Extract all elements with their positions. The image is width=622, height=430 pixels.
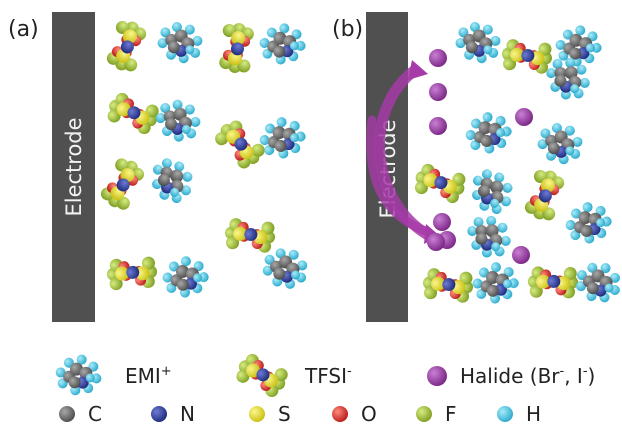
legend-halide-label: Halide (Br-, I-) [460, 364, 595, 388]
nitrogen-atom-icon [151, 406, 167, 422]
emi-cation [560, 196, 617, 250]
halide-ion [429, 49, 447, 67]
emi-cation [532, 116, 589, 170]
halide-ion [515, 108, 533, 126]
legend-tfsi: TFSI- [232, 348, 352, 403]
emi-cation [143, 150, 201, 210]
emi-cation [463, 161, 521, 221]
panel-b-label: (b) [332, 17, 363, 42]
atom-label-c: C [88, 402, 102, 426]
legend-halide: Halide (Br-, I-) [427, 364, 595, 388]
emi-cation [256, 20, 309, 68]
tfsi-anion [514, 163, 575, 227]
emi-cation [158, 251, 213, 303]
halide-ion [433, 213, 451, 231]
arrow-down-curve [366, 115, 433, 237]
atom-label-o: O [361, 402, 377, 426]
arrow-up-head [408, 60, 428, 80]
panel-a-ions [95, 14, 313, 308]
tfsi-anion [408, 153, 472, 214]
sulfur-atom-icon [249, 406, 265, 422]
atom-label-s: S [278, 402, 291, 426]
panel-a-label: (a) [8, 17, 39, 42]
atom-label-h: H [526, 402, 541, 426]
halide-ion [512, 246, 530, 264]
legend: EMI+ TFSI- Halide (Br-, I-) C N S O F H [54, 348, 595, 426]
oxygen-atom-icon [332, 406, 348, 422]
tfsi-anion [102, 84, 164, 143]
fluorine-atom-icon [416, 406, 432, 422]
hydrogen-atom-icon [497, 406, 513, 422]
emi-cation [152, 15, 209, 69]
legend-emi-label: EMI+ [125, 364, 172, 388]
atom-legend: C N S O F H [59, 402, 541, 426]
tfsi-anion-icon [232, 348, 292, 403]
tfsi-anion [96, 14, 157, 78]
halide-ion [429, 83, 447, 101]
emi-cation [450, 15, 507, 69]
emi-cation [459, 206, 520, 267]
emi-cation [460, 106, 517, 160]
tfsi-anion [414, 252, 482, 319]
atom-label-f: F [445, 402, 457, 426]
panel-b: (b) Electrode [332, 12, 622, 322]
halide-ion [429, 117, 447, 135]
panel-a: (a) Electrode [8, 12, 313, 322]
emi-cation [254, 111, 311, 165]
legend-emi: EMI+ [54, 353, 172, 397]
panel-a-electrode [52, 12, 95, 322]
halide-ion [427, 233, 445, 251]
tfsi-anion [493, 23, 561, 90]
tfsi-anion [98, 239, 167, 308]
atom-label-n: N [180, 402, 195, 426]
tfsi-anion [95, 154, 150, 214]
tfsi-anion [519, 248, 588, 316]
emi-cation [468, 257, 523, 309]
tfsi-anion [203, 14, 270, 82]
emi-cation [148, 91, 208, 149]
emi-cation [572, 258, 622, 306]
carbon-atom-icon [59, 406, 75, 422]
panel-a-electrode-label: Electrode [62, 117, 86, 216]
tfsi-anion [210, 117, 270, 172]
halide-icon [427, 366, 447, 386]
emi-cation-icon [54, 353, 103, 397]
legend-tfsi-label: TFSI- [304, 364, 352, 388]
